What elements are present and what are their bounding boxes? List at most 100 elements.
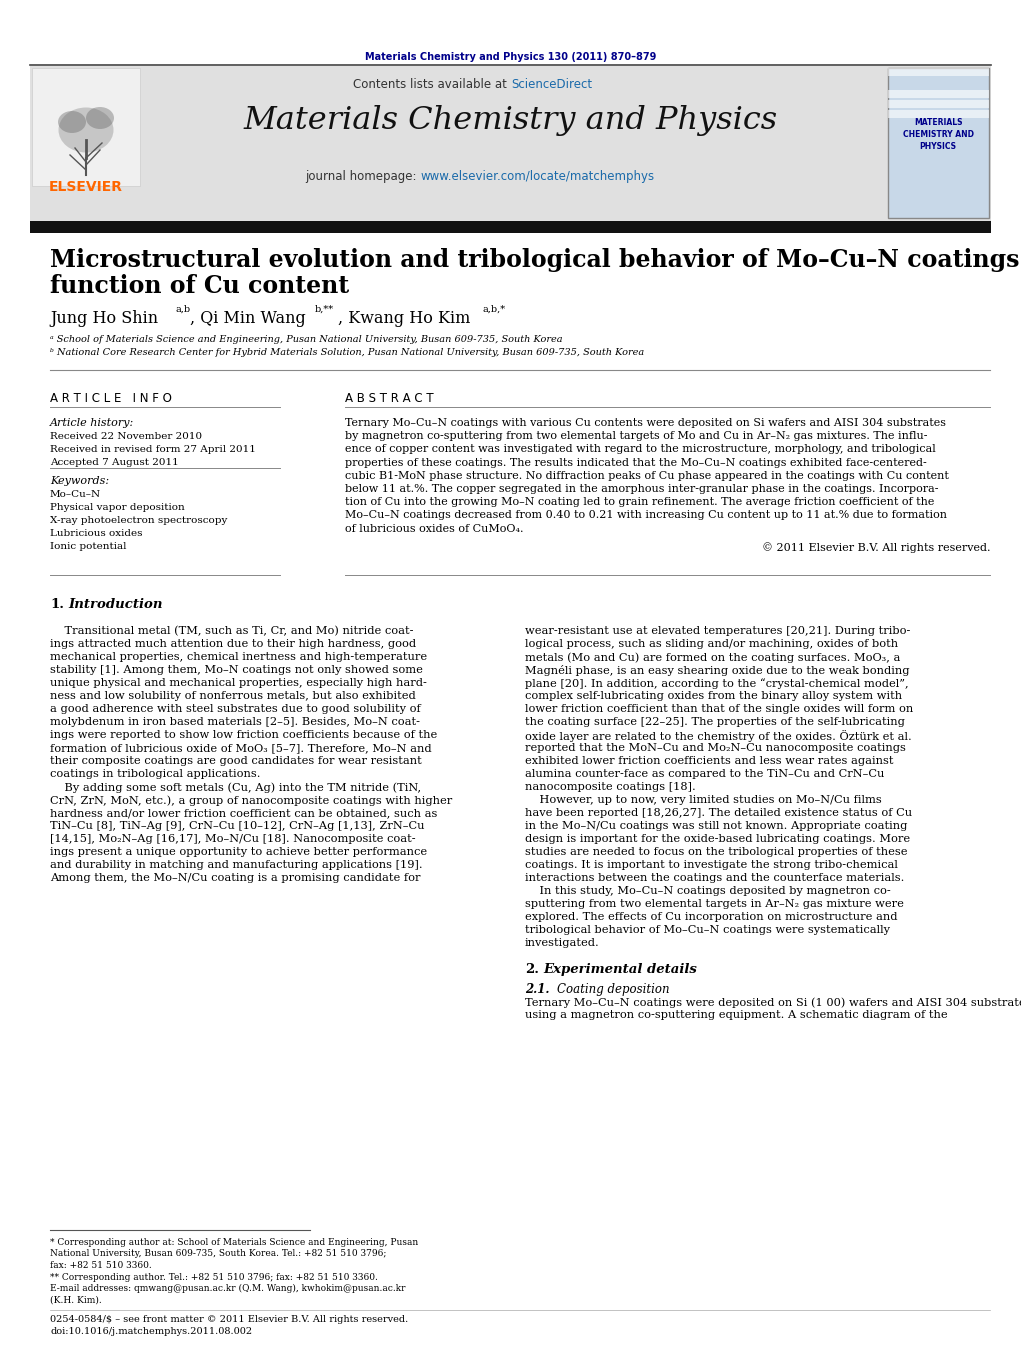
Text: 2.1.: 2.1. [525, 984, 549, 996]
Text: investigated.: investigated. [525, 938, 599, 948]
Text: Contents lists available at: Contents lists available at [353, 78, 510, 91]
Text: reported that the MoN–Cu and Mo₂N–Cu nanocomposite coatings: reported that the MoN–Cu and Mo₂N–Cu nan… [525, 743, 906, 753]
Text: Article history:: Article history: [50, 417, 134, 428]
Text: ** Corresponding author. Tel.: +82 51 510 3796; fax: +82 51 510 3360.: ** Corresponding author. Tel.: +82 51 51… [50, 1273, 378, 1282]
Text: Materials Chemistry and Physics: Materials Chemistry and Physics [244, 105, 778, 136]
Text: a good adherence with steel substrates due to good solubility of: a good adherence with steel substrates d… [50, 704, 421, 713]
Text: properties of these coatings. The results indicated that the Mo–Cu–N coatings ex: properties of these coatings. The result… [345, 458, 927, 467]
Text: by magnetron co-sputtering from two elemental targets of Mo and Cu in Ar–N₂ gas : by magnetron co-sputtering from two elem… [345, 431, 927, 442]
Text: ᵇ National Core Research Center for Hybrid Materials Solution, Pusan National Un: ᵇ National Core Research Center for Hybr… [50, 349, 644, 357]
Text: below 11 at.%. The copper segregated in the amorphous inter-granular phase in th: below 11 at.%. The copper segregated in … [345, 484, 938, 494]
Text: coatings in tribological applications.: coatings in tribological applications. [50, 769, 260, 780]
Text: interactions between the coatings and the counterface materials.: interactions between the coatings and th… [525, 873, 905, 884]
Bar [888, 68, 989, 76]
Text: Ternary Mo–Cu–N coatings with various Cu contents were deposited on Si wafers an: Ternary Mo–Cu–N coatings with various Cu… [345, 417, 946, 428]
Text: exhibited lower friction coefficients and less wear rates against: exhibited lower friction coefficients an… [525, 757, 893, 766]
Text: Mo–Cu–N: Mo–Cu–N [50, 490, 101, 499]
Text: Coating deposition: Coating deposition [557, 984, 670, 996]
Text: 1.: 1. [50, 598, 64, 611]
Text: logical process, such as sliding and/or machining, oxides of both: logical process, such as sliding and/or … [525, 639, 898, 648]
Text: hardness and/or lower friction coefficient can be obtained, such as: hardness and/or lower friction coefficie… [50, 808, 437, 817]
Bar [30, 222, 991, 232]
Text: Accepted 7 August 2011: Accepted 7 August 2011 [50, 458, 179, 467]
Text: Physical vapor deposition: Physical vapor deposition [50, 503, 185, 512]
Text: ings present a unique opportunity to achieve better performance: ings present a unique opportunity to ach… [50, 847, 427, 857]
Text: A B S T R A C T: A B S T R A C T [345, 392, 434, 405]
Text: However, up to now, very limited studies on Mo–N/Cu films: However, up to now, very limited studies… [525, 794, 882, 805]
Text: X-ray photoelectron spectroscopy: X-ray photoelectron spectroscopy [50, 516, 228, 526]
Text: tribological behavior of Mo–Cu–N coatings were systematically: tribological behavior of Mo–Cu–N coating… [525, 925, 890, 935]
Bar [888, 91, 989, 99]
Text: Among them, the Mo–N/Cu coating is a promising candidate for: Among them, the Mo–N/Cu coating is a pro… [50, 873, 421, 884]
Text: Jung Ho Shin: Jung Ho Shin [50, 309, 158, 327]
Text: the coating surface [22–25]. The properties of the self-lubricating: the coating surface [22–25]. The propert… [525, 717, 905, 727]
Text: plane [20]. In addition, according to the “crystal-chemical model”,: plane [20]. In addition, according to th… [525, 678, 909, 689]
Text: Microstructural evolution and tribological behavior of Mo–Cu–N coatings as a: Microstructural evolution and tribologic… [50, 249, 1021, 272]
Text: and durability in matching and manufacturing applications [19].: and durability in matching and manufactu… [50, 861, 423, 870]
Text: ScienceDirect: ScienceDirect [510, 78, 592, 91]
Text: journal homepage:: journal homepage: [304, 170, 420, 182]
Text: 2.: 2. [525, 963, 539, 975]
Text: oxide layer are related to the chemistry of the oxides. Öztürk et al.: oxide layer are related to the chemistry… [525, 730, 912, 742]
Text: alumina counter-face as compared to the TiN–Cu and CrN–Cu: alumina counter-face as compared to the … [525, 769, 884, 780]
Text: A R T I C L E   I N F O: A R T I C L E I N F O [50, 392, 172, 405]
Text: CrN, ZrN, MoN, etc.), a group of nanocomposite coatings with higher: CrN, ZrN, MoN, etc.), a group of nanocom… [50, 794, 452, 805]
Text: By adding some soft metals (Cu, Ag) into the TM nitride (TiN,: By adding some soft metals (Cu, Ag) into… [50, 782, 421, 793]
Text: have been reported [18,26,27]. The detailed existence status of Cu: have been reported [18,26,27]. The detai… [525, 808, 912, 817]
Text: Introduction: Introduction [68, 598, 162, 611]
Text: Materials Chemistry and Physics 130 (2011) 870–879: Materials Chemistry and Physics 130 (201… [366, 51, 657, 62]
Ellipse shape [86, 107, 114, 128]
Text: ence of copper content was investigated with regard to the microstructure, morph: ence of copper content was investigated … [345, 444, 936, 454]
Text: ᵃ School of Materials Science and Engineering, Pusan National University, Busan : ᵃ School of Materials Science and Engine… [50, 335, 563, 345]
Bar [888, 100, 989, 108]
Text: © 2011 Elsevier B.V. All rights reserved.: © 2011 Elsevier B.V. All rights reserved… [762, 542, 990, 553]
Text: Ternary Mo–Cu–N coatings were deposited on Si (1 00) wafers and AISI 304 substra: Ternary Mo–Cu–N coatings were deposited … [525, 997, 1021, 1008]
Text: Mo–Cu–N coatings decreased from 0.40 to 0.21 with increasing Cu content up to 11: Mo–Cu–N coatings decreased from 0.40 to … [345, 511, 947, 520]
Bar [888, 68, 989, 218]
Text: Lubricious oxides: Lubricious oxides [50, 530, 143, 538]
Text: explored. The effects of Cu incorporation on microstructure and: explored. The effects of Cu incorporatio… [525, 912, 897, 921]
Text: TiN–Cu [8], TiN–Ag [9], CrN–Cu [10–12], CrN–Ag [1,13], ZrN–Cu: TiN–Cu [8], TiN–Ag [9], CrN–Cu [10–12], … [50, 821, 425, 831]
Text: www.elsevier.com/locate/matchemphys: www.elsevier.com/locate/matchemphys [420, 170, 654, 182]
Bar [32, 68, 140, 186]
Text: ness and low solubility of nonferrous metals, but also exhibited: ness and low solubility of nonferrous me… [50, 690, 416, 701]
Ellipse shape [58, 111, 86, 132]
Text: complex self-lubricating oxides from the binary alloy system with: complex self-lubricating oxides from the… [525, 690, 903, 701]
Text: nanocomposite coatings [18].: nanocomposite coatings [18]. [525, 782, 695, 792]
Text: Transitional metal (TM, such as Ti, Cr, and Mo) nitride coat-: Transitional metal (TM, such as Ti, Cr, … [50, 626, 414, 636]
Text: in the Mo–N/Cu coatings was still not known. Appropriate coating: in the Mo–N/Cu coatings was still not kn… [525, 821, 908, 831]
Text: E-mail addresses: qmwang@pusan.ac.kr (Q.M. Wang), kwhokim@pusan.ac.kr: E-mail addresses: qmwang@pusan.ac.kr (Q.… [50, 1283, 405, 1293]
Text: coatings. It is important to investigate the strong tribo-chemical: coatings. It is important to investigate… [525, 861, 897, 870]
Text: National University, Busan 609-735, South Korea. Tel.: +82 51 510 3796;: National University, Busan 609-735, Sout… [50, 1250, 386, 1259]
Text: of lubricious oxides of CuMoO₄.: of lubricious oxides of CuMoO₄. [345, 524, 524, 534]
Text: molybdenum in iron based materials [2–5]. Besides, Mo–N coat-: molybdenum in iron based materials [2–5]… [50, 717, 420, 727]
Text: tion of Cu into the growing Mo–N coating led to grain refinement. The average fr: tion of Cu into the growing Mo–N coating… [345, 497, 934, 507]
Bar [888, 109, 989, 118]
Text: sputtering from two elemental targets in Ar–N₂ gas mixture were: sputtering from two elemental targets in… [525, 898, 904, 909]
Text: * Corresponding author at: School of Materials Science and Engineering, Pusan: * Corresponding author at: School of Mat… [50, 1238, 419, 1247]
Text: cubic B1-MoN phase structure. No diffraction peaks of Cu phase appeared in the c: cubic B1-MoN phase structure. No diffrac… [345, 470, 949, 481]
Text: fax: +82 51 510 3360.: fax: +82 51 510 3360. [50, 1260, 152, 1270]
Text: wear-resistant use at elevated temperatures [20,21]. During tribo-: wear-resistant use at elevated temperatu… [525, 626, 911, 636]
Text: In this study, Mo–Cu–N coatings deposited by magnetron co-: In this study, Mo–Cu–N coatings deposite… [525, 886, 890, 896]
Text: stability [1]. Among them, Mo–N coatings not only showed some: stability [1]. Among them, Mo–N coatings… [50, 665, 423, 676]
Text: design is important for the oxide-based lubricating coatings. More: design is important for the oxide-based … [525, 834, 910, 844]
Text: metals (Mo and Cu) are formed on the coating surfaces. MoO₃, a: metals (Mo and Cu) are formed on the coa… [525, 653, 901, 662]
Text: formation of lubricious oxide of MoO₃ [5–7]. Therefore, Mo–N and: formation of lubricious oxide of MoO₃ [5… [50, 743, 432, 753]
Text: mechanical properties, chemical inertness and high-temperature: mechanical properties, chemical inertnes… [50, 653, 427, 662]
Ellipse shape [58, 108, 113, 153]
Text: , Kwang Ho Kim: , Kwang Ho Kim [338, 309, 471, 327]
Text: doi:10.1016/j.matchemphys.2011.08.002: doi:10.1016/j.matchemphys.2011.08.002 [50, 1327, 252, 1336]
Text: their composite coatings are good candidates for wear resistant: their composite coatings are good candid… [50, 757, 422, 766]
Text: MATERIALS
CHEMISTRY AND
PHYSICS: MATERIALS CHEMISTRY AND PHYSICS [903, 118, 973, 150]
Text: a,b,*: a,b,* [482, 305, 505, 313]
Text: , Qi Min Wang: , Qi Min Wang [190, 309, 305, 327]
Text: Received in revised form 27 April 2011: Received in revised form 27 April 2011 [50, 444, 256, 454]
Text: using a magnetron co-sputtering equipment. A schematic diagram of the: using a magnetron co-sputtering equipmen… [525, 1011, 947, 1020]
Bar [30, 66, 991, 222]
Text: [14,15], Mo₂N–Ag [16,17], Mo–N/Cu [18]. Nanocomposite coat-: [14,15], Mo₂N–Ag [16,17], Mo–N/Cu [18]. … [50, 834, 416, 844]
Text: b,**: b,** [315, 305, 334, 313]
Text: Experimental details: Experimental details [543, 963, 697, 975]
Text: a,b: a,b [175, 305, 190, 313]
Text: Received 22 November 2010: Received 22 November 2010 [50, 432, 202, 440]
